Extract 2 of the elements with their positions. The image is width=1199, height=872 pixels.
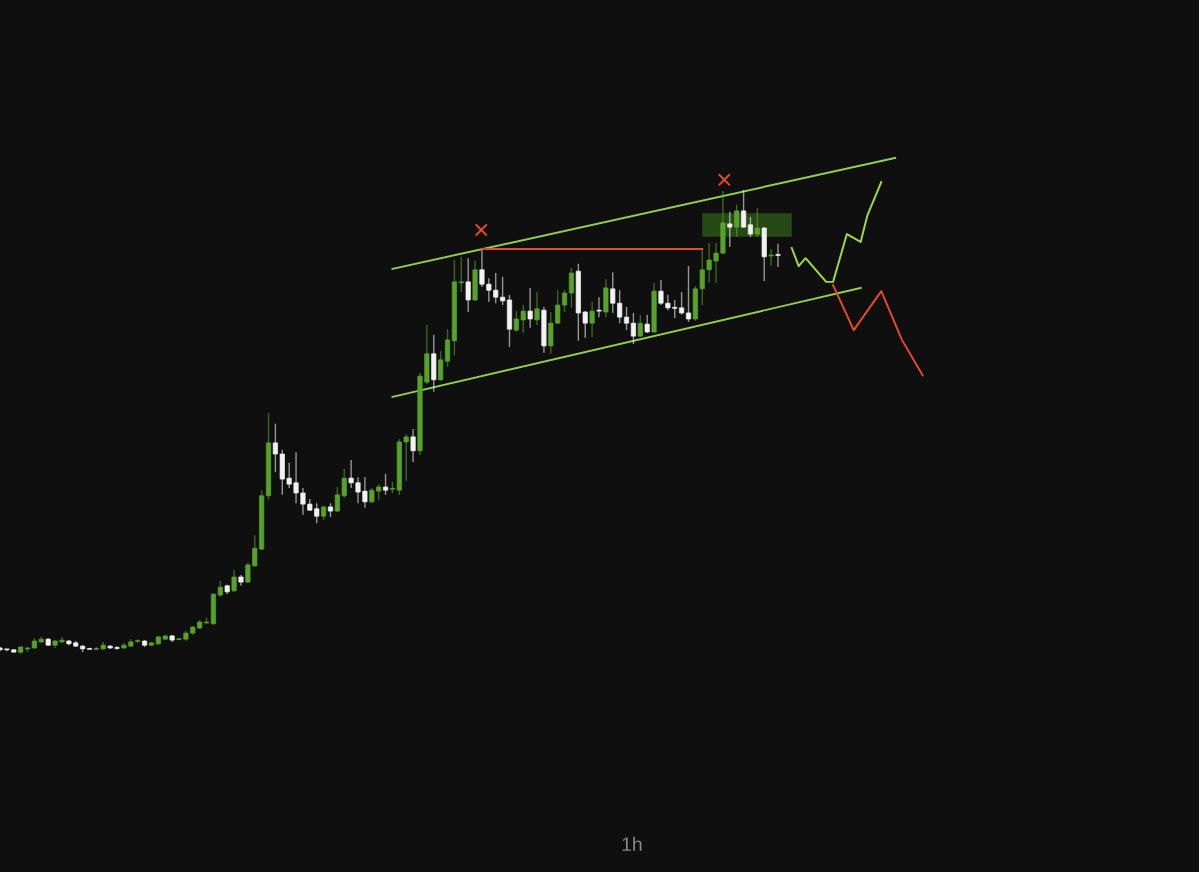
- text: 1h: [622, 836, 642, 851]
- candlestick: [768, 248, 774, 267]
